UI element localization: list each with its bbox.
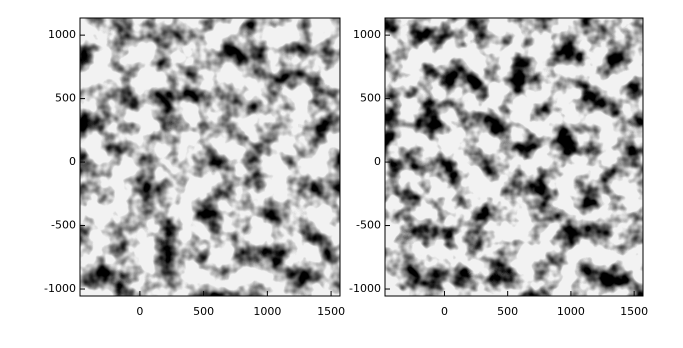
y-tick-label: -1000 xyxy=(349,282,381,295)
y-tick-label: 0 xyxy=(374,155,381,168)
x-tick-label: 1500 xyxy=(620,305,648,318)
y-tick-label: -500 xyxy=(356,219,381,232)
y-tick-label: 1000 xyxy=(48,28,76,41)
image-texture xyxy=(80,18,340,296)
frame xyxy=(79,17,341,297)
y-tick-label: 1000 xyxy=(353,28,381,41)
x-tick-label: 1000 xyxy=(253,305,281,318)
frame xyxy=(384,17,644,297)
y-tick-label: 500 xyxy=(360,92,381,105)
x-tick-label: 1000 xyxy=(557,305,585,318)
x-tick-label: 500 xyxy=(497,305,518,318)
x-tick-label: 500 xyxy=(193,305,214,318)
x-tick-label: 1500 xyxy=(317,305,345,318)
y-tick-label: -500 xyxy=(51,219,76,232)
y-tick-label: 500 xyxy=(55,92,76,105)
x-tick-label: 0 xyxy=(136,305,143,318)
x-tick-label: 0 xyxy=(441,305,448,318)
y-tick-label: -1000 xyxy=(44,282,76,295)
image-texture xyxy=(385,18,643,296)
y-tick-label: 0 xyxy=(69,155,76,168)
